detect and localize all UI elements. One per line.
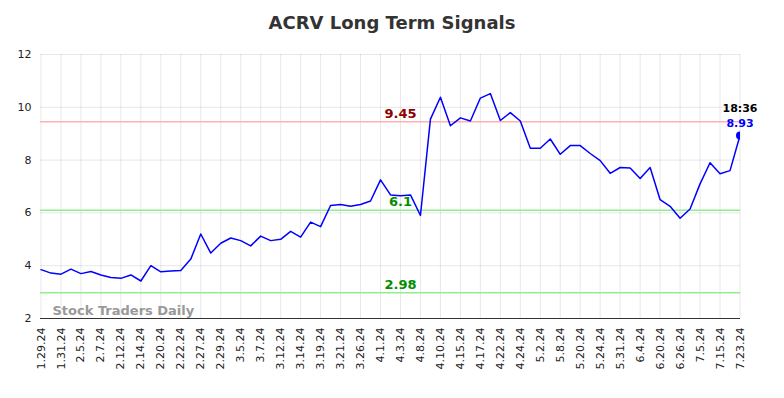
svg-text:7.15.24: 7.15.24 [714,328,727,370]
svg-text:6: 6 [25,206,32,219]
svg-text:8: 8 [25,154,32,167]
svg-text:4.22.24: 4.22.24 [494,328,507,370]
svg-text:2.29.24: 2.29.24 [214,328,227,370]
svg-text:3.12.24: 3.12.24 [274,328,287,370]
svg-text:5.2.24: 5.2.24 [534,328,547,363]
svg-text:4.8.24: 4.8.24 [414,328,427,363]
svg-text:6.1: 6.1 [389,194,412,209]
svg-text:9.45: 9.45 [384,106,416,121]
svg-text:2.22.24: 2.22.24 [174,328,187,370]
svg-text:5.24.24: 5.24.24 [594,328,607,370]
svg-text:12: 12 [18,48,32,61]
svg-text:2.14.24: 2.14.24 [134,328,147,370]
svg-text:4.17.24: 4.17.24 [474,328,487,370]
svg-text:8.93: 8.93 [726,117,753,130]
svg-text:18:36: 18:36 [722,102,757,115]
html-text:ACRV Long Term Signals: ACRV Long Term Signals [268,12,516,33]
svg-text:2.5.24: 2.5.24 [74,328,87,363]
svg-text:4.15.24: 4.15.24 [454,328,467,370]
svg-text:5.31.24: 5.31.24 [614,328,627,370]
svg-text:6.26.24: 6.26.24 [674,328,687,370]
svg-text:10: 10 [18,101,32,114]
svg-text:5.8.24: 5.8.24 [554,328,567,363]
svg-text:2.12.24: 2.12.24 [114,328,127,370]
svg-text:4.3.24: 4.3.24 [394,328,407,363]
svg-text:3.5.24: 3.5.24 [234,328,247,363]
svg-text:2.27.24: 2.27.24 [194,328,207,370]
svg-text:Stock Traders Daily: Stock Traders Daily [53,303,195,318]
svg-text:4.10.24: 4.10.24 [434,328,447,370]
svg-text:6.4.24: 6.4.24 [634,328,647,363]
svg-text:3.21.24: 3.21.24 [334,328,347,370]
svg-text:2.20.24: 2.20.24 [154,328,167,370]
svg-text:2.98: 2.98 [384,277,416,292]
svg-text:1.29.24: 1.29.24 [35,328,48,370]
svg-text:1.31.24: 1.31.24 [54,328,67,370]
svg-text:6.20.24: 6.20.24 [654,328,667,370]
svg-text:3.19.24: 3.19.24 [314,328,327,370]
svg-text:4: 4 [25,259,32,272]
svg-text:3.14.24: 3.14.24 [294,328,307,370]
svg-text:4.1.24: 4.1.24 [374,328,387,363]
svg-text:5.20.24: 5.20.24 [574,328,587,370]
svg-text:3.26.24: 3.26.24 [354,328,367,370]
svg-text:7.23.24: 7.23.24 [734,328,747,370]
svg-text:4.24.24: 4.24.24 [514,328,527,370]
svg-text:2.7.24: 2.7.24 [94,328,107,363]
svg-text:2: 2 [25,312,32,325]
svg-text:3.7.24: 3.7.24 [254,328,267,363]
svg-text:7.5.24: 7.5.24 [694,328,707,363]
